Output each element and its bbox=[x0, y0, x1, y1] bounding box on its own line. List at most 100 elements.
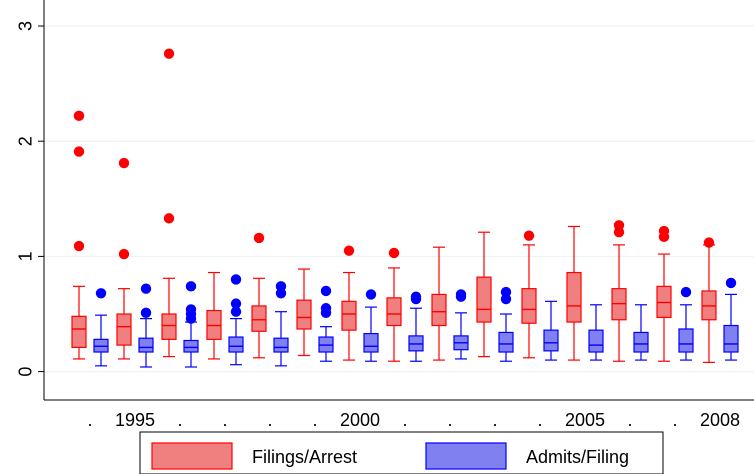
box-iqr bbox=[71, 315, 87, 349]
outlier-point bbox=[455, 289, 467, 300]
box-iqr bbox=[588, 329, 604, 353]
box-admits-filing-1996 bbox=[183, 281, 199, 368]
box-iqr bbox=[386, 297, 402, 327]
outlier-point bbox=[680, 286, 692, 298]
outlier-point bbox=[275, 281, 287, 292]
box-filings-arrest-1995 bbox=[116, 157, 132, 360]
x-tick-label-2007: . bbox=[672, 410, 677, 430]
box-admits-filing-1999 bbox=[318, 285, 334, 362]
box-iqr bbox=[116, 313, 132, 346]
box-filings-arrest-1997 bbox=[206, 271, 222, 360]
box-iqr bbox=[543, 329, 559, 352]
x-tick-label-2000: 2000 bbox=[340, 410, 380, 430]
box-admits-filing-1995 bbox=[138, 283, 154, 368]
legend-swatch-filings-arrest bbox=[151, 442, 233, 470]
box-filings-arrest-2008 bbox=[701, 237, 717, 363]
x-tick-label-2002: . bbox=[447, 410, 452, 430]
outlier-point bbox=[163, 213, 175, 224]
outlier-point bbox=[230, 306, 242, 317]
box-filings-arrest-2005 bbox=[566, 225, 582, 361]
outlier-point bbox=[320, 285, 332, 297]
box-iqr bbox=[498, 331, 514, 353]
box-filings-arrest-2007 bbox=[656, 225, 672, 362]
x-tick-label-2008: 2008 bbox=[700, 410, 740, 430]
outlier-point bbox=[140, 283, 152, 294]
outlier-point bbox=[163, 48, 175, 59]
box-filings-arrest-1996 bbox=[161, 48, 177, 358]
box-admits-filing-1998 bbox=[273, 281, 289, 367]
box-iqr bbox=[363, 332, 379, 353]
box-admits-filing-2007 bbox=[678, 286, 694, 361]
x-tick-label-2003: . bbox=[492, 410, 497, 430]
box-admits-filing-2006 bbox=[633, 304, 649, 361]
outlier-point bbox=[613, 220, 625, 231]
box-iqr bbox=[723, 324, 739, 353]
box-iqr bbox=[251, 305, 267, 332]
x-tick-label-2006: . bbox=[627, 410, 632, 430]
outlier-point bbox=[410, 291, 422, 302]
outlier-point bbox=[343, 245, 355, 256]
outlier-point bbox=[73, 110, 85, 122]
y-axis-ticks: 0 1 2 3 bbox=[15, 21, 44, 377]
box-admits-filing-1997 bbox=[228, 274, 244, 366]
box-iqr bbox=[228, 336, 244, 353]
y-tick-label-0: 0 bbox=[15, 367, 35, 377]
outlier-point bbox=[253, 232, 265, 244]
y-tick-label-1: 1 bbox=[15, 251, 35, 261]
box-admits-filing-2008 bbox=[723, 277, 739, 361]
box-iqr bbox=[521, 288, 537, 324]
box-iqr bbox=[161, 313, 177, 340]
outlier-point bbox=[118, 157, 130, 169]
legend-label-filings-arrest: Filings/Arrest bbox=[252, 447, 357, 467]
outlier-point bbox=[365, 289, 377, 300]
box-iqr bbox=[476, 276, 492, 323]
outlier-point bbox=[230, 298, 242, 309]
x-tick-label-1995: 1995 bbox=[115, 410, 155, 430]
box-admits-filing-1994 bbox=[93, 288, 109, 367]
box-admits-filing-2001 bbox=[408, 291, 424, 362]
grid-lines bbox=[44, 25, 754, 373]
y-tick-label-2: 2 bbox=[15, 136, 35, 146]
outlier-point bbox=[95, 288, 107, 299]
outlier-point bbox=[185, 281, 197, 292]
box-filings-arrest-1998 bbox=[251, 232, 267, 359]
box-iqr bbox=[431, 293, 447, 327]
x-axis-ticks: . 1995.... 2000.... 2005.. 2008 bbox=[87, 410, 740, 430]
outlier-point bbox=[320, 303, 332, 314]
box-filings-arrest-1994 bbox=[71, 110, 87, 360]
outlier-point bbox=[73, 240, 85, 252]
outlier-point bbox=[185, 304, 197, 315]
x-tick-label-1996: . bbox=[177, 410, 182, 430]
box-iqr bbox=[341, 300, 357, 331]
x-tick-label-1997: . bbox=[222, 410, 227, 430]
outlier-point bbox=[230, 274, 242, 285]
box-admits-filing-2004 bbox=[543, 300, 559, 361]
box-filings-arrest-2001 bbox=[386, 247, 402, 362]
x-tick-label-2004: . bbox=[537, 410, 542, 430]
outlier-point bbox=[658, 225, 670, 237]
box-iqr bbox=[566, 271, 582, 323]
box-filings-arrest-2002 bbox=[431, 246, 447, 361]
box-iqr bbox=[273, 337, 289, 353]
outlier-point bbox=[140, 307, 152, 319]
box-iqr bbox=[633, 331, 649, 353]
x-tick-label-1999: . bbox=[312, 410, 317, 430]
outlier-point bbox=[500, 286, 512, 298]
legend-label-admits-filing: Admits/Filing bbox=[526, 447, 629, 467]
y-tick-label-3: 3 bbox=[15, 21, 35, 31]
box-iqr bbox=[296, 299, 312, 330]
box-admits-filing-2000 bbox=[363, 289, 379, 362]
box-filings-arrest-2003 bbox=[476, 231, 492, 358]
box-admits-filing-2005 bbox=[588, 304, 604, 361]
legend: Filings/Arrest Admits/Filing bbox=[139, 431, 664, 474]
x-tick-label-2005: 2005 bbox=[565, 410, 605, 430]
box-admits-filing-2003 bbox=[498, 286, 514, 362]
outlier-point bbox=[388, 247, 400, 259]
box-filings-arrest-2006 bbox=[611, 220, 627, 362]
box-layer bbox=[71, 48, 739, 368]
x-tick-label-1998: . bbox=[267, 410, 272, 430]
box-iqr bbox=[138, 337, 154, 353]
outlier-point bbox=[118, 248, 130, 260]
box-iqr bbox=[678, 328, 694, 353]
